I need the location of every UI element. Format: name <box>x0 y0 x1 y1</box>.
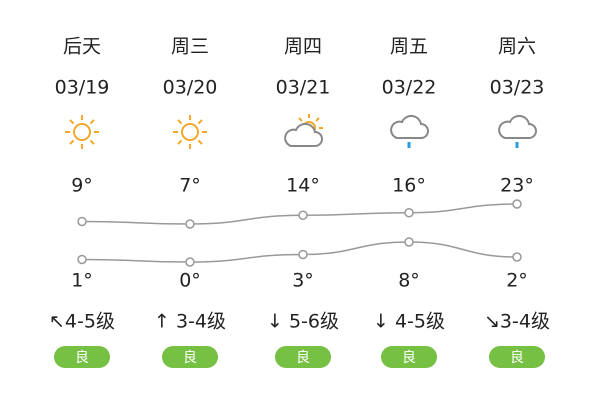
day-name: 周五 <box>390 36 428 58</box>
date: 03/19 <box>55 77 110 99</box>
low-temp: 8° <box>398 270 420 292</box>
aqi-badge <box>54 346 110 368</box>
high-temp: 23° <box>500 175 534 197</box>
wind: ↓ 4-5级 <box>373 311 445 333</box>
low-temp: 0° <box>179 270 201 292</box>
aqi: 良 <box>183 350 197 366</box>
aqi: 良 <box>510 350 524 366</box>
low-temp: 1° <box>71 270 93 292</box>
aqi: 良 <box>296 350 310 366</box>
high-point <box>404 208 414 218</box>
low-point <box>404 237 414 247</box>
sun-icon <box>65 115 99 149</box>
aqi-badge <box>275 346 331 368</box>
day-name: 周三 <box>171 36 209 58</box>
aqi-badge <box>381 346 437 368</box>
high-temp: 14° <box>286 175 320 197</box>
rain-icon <box>498 114 537 148</box>
date: 03/22 <box>382 77 437 99</box>
rain-icon <box>390 114 429 148</box>
low-temp: 2° <box>506 270 528 292</box>
low-temp: 3° <box>292 270 314 292</box>
high-point <box>298 210 308 220</box>
aqi: 良 <box>402 350 416 366</box>
wind: ↘3-4级 <box>484 311 550 333</box>
aqi-badge <box>162 346 218 368</box>
low-point <box>512 252 522 262</box>
date: 03/21 <box>276 77 331 99</box>
day-name: 后天 <box>63 36 101 58</box>
day-name: 周六 <box>498 36 536 58</box>
day-name: 周四 <box>284 36 322 58</box>
low-point <box>77 254 87 265</box>
wind: ↓ 5-6级 <box>267 311 339 333</box>
date: 03/20 <box>163 77 218 99</box>
high-point <box>77 216 87 227</box>
high-temp: 7° <box>179 175 201 197</box>
low-point <box>298 249 308 260</box>
wind: ↖4-5级 <box>49 311 115 333</box>
cloudy-sun-icon <box>284 114 323 147</box>
high-temp: 9° <box>71 175 93 197</box>
high-point <box>185 219 195 229</box>
high-point <box>512 199 522 209</box>
aqi-badge <box>489 346 545 368</box>
date: 03/23 <box>490 77 545 99</box>
aqi: 良 <box>75 350 89 366</box>
sun-icon <box>173 115 207 149</box>
high-temp: 16° <box>392 175 426 197</box>
low-point <box>185 257 195 267</box>
wind: ↑ 3-4级 <box>154 311 226 333</box>
